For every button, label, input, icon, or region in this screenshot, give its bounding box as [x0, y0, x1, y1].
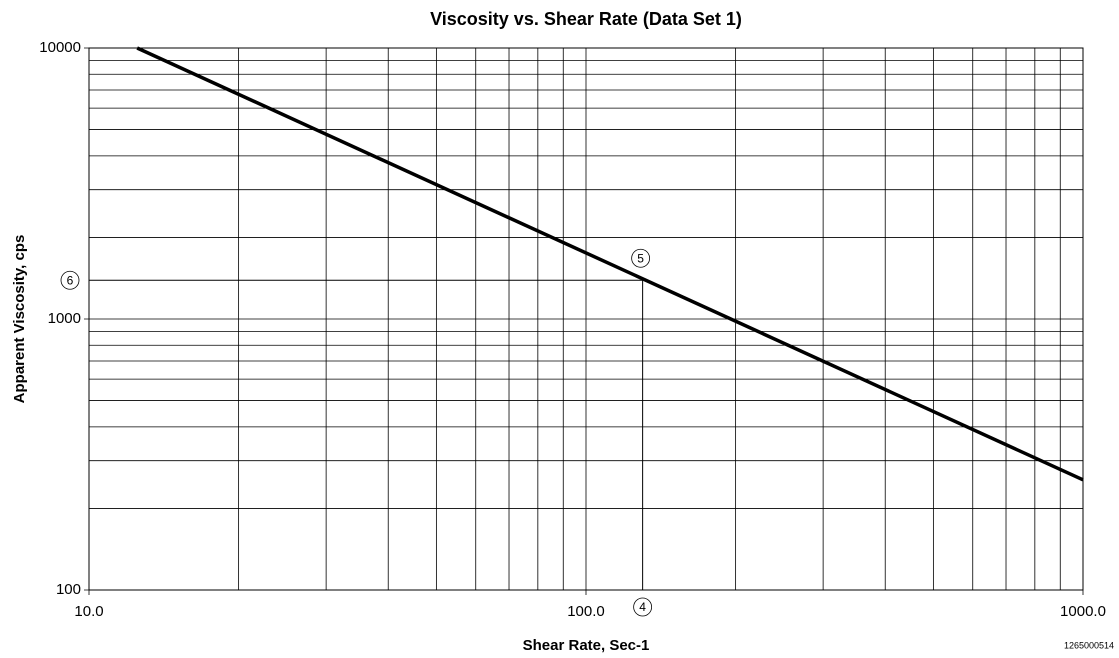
annotation-circle: [631, 248, 651, 268]
chart-title: Viscosity vs. Shear Rate (Data Set 1): [430, 9, 742, 29]
x-axis-label: Shear Rate, Sec-1: [523, 637, 650, 654]
y-tick-label: 100: [56, 581, 81, 598]
annotation-circle: [633, 597, 653, 617]
annotation-label: 4: [639, 600, 646, 614]
data-line: [136, 46, 1084, 482]
x-tick-label: 100.0: [567, 603, 605, 620]
y-tick-label: 1000: [48, 310, 81, 327]
x-tick-label: 10.0: [74, 603, 103, 620]
x-tick-label: 1000.0: [1060, 603, 1106, 620]
plot-frame: [88, 47, 1084, 591]
annotation-label: 6: [67, 273, 74, 287]
annotation-label: 5: [637, 251, 644, 265]
y-tick-label: 10000: [39, 39, 81, 56]
footnote: 1265000514: [1064, 640, 1114, 650]
y-axis-label: Apparent Viscosity, cps: [11, 235, 28, 404]
annotation-circle: [60, 270, 80, 290]
